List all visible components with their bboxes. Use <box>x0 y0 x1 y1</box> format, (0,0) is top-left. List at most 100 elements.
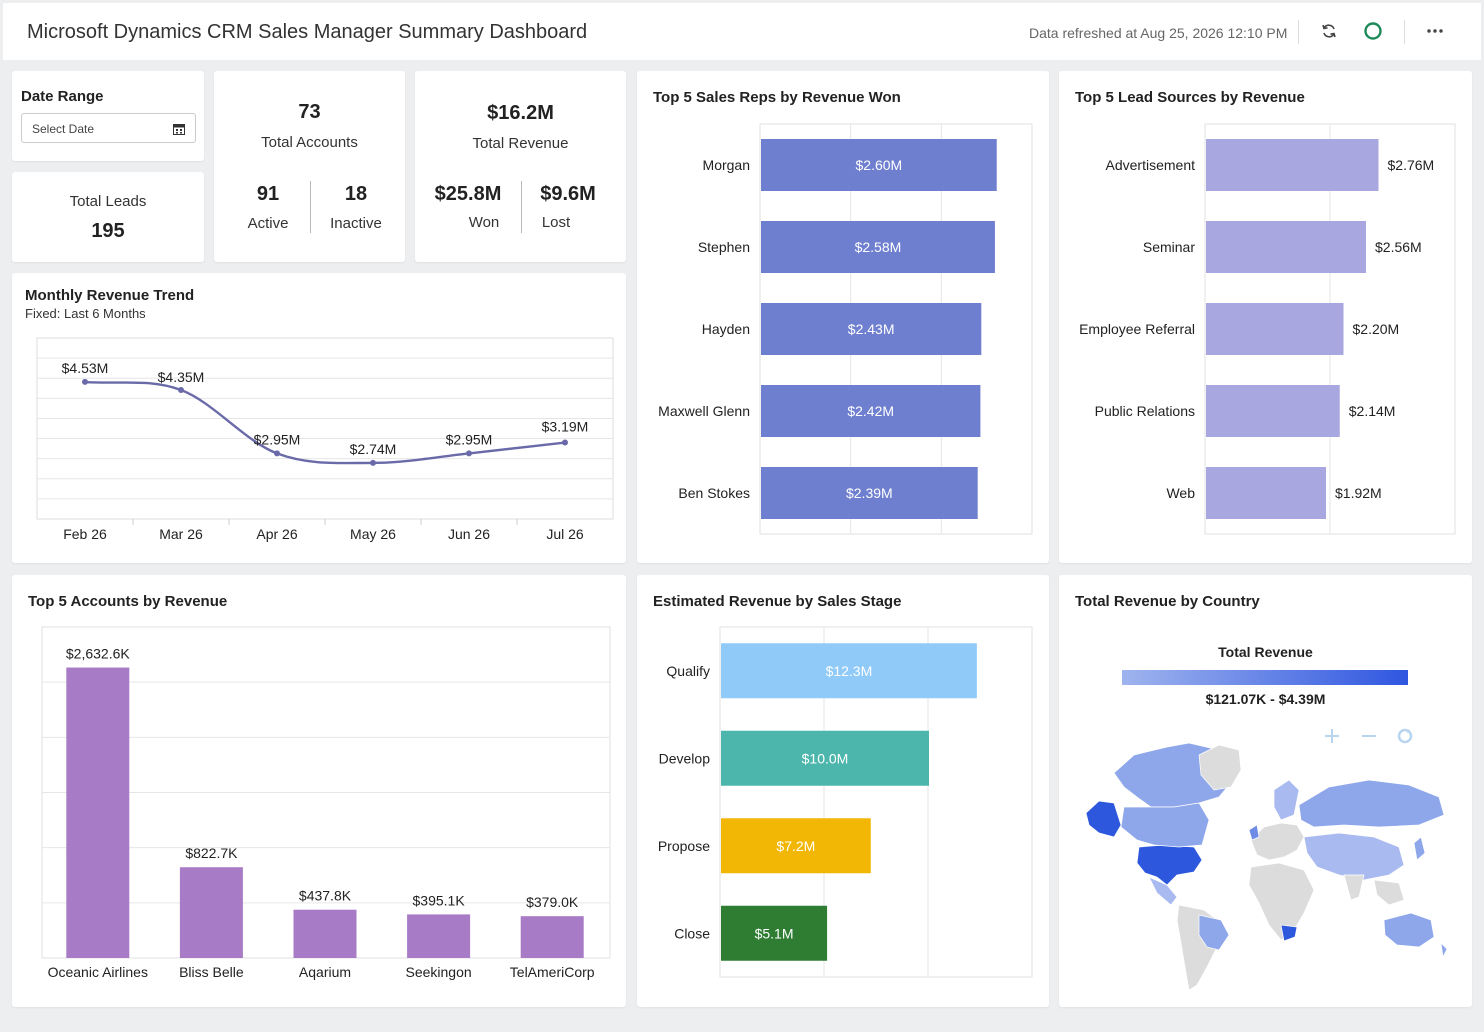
page-title: Microsoft Dynamics CRM Sales Manager Sum… <box>27 21 588 43</box>
y-tick-label: Public Relations <box>1095 403 1195 419</box>
plus-icon[interactable] <box>1323 727 1341 750</box>
data-label: $395.1K <box>413 892 466 908</box>
y-tick-label: Hayden <box>702 321 750 337</box>
trend-point <box>274 450 280 457</box>
map-country-russia <box>1298 779 1445 828</box>
total-leads-card: Total Leads 195 <box>12 172 204 262</box>
data-label: $437.8K <box>299 888 352 904</box>
chart-title: Top 5 Lead Sources by Revenue <box>1075 89 1305 106</box>
data-label: $2.58M <box>855 239 902 255</box>
total-accounts-card: 73 Total Accounts 91 Active 18 Inactive <box>214 71 405 262</box>
x-tick-label: Feb 26 <box>63 526 107 542</box>
y-tick-label: Develop <box>659 750 711 766</box>
data-label: $2.39M <box>846 485 893 501</box>
map-country-new-zealand <box>1440 942 1448 959</box>
won-revenue-label: Won <box>468 214 500 231</box>
total-leads-value: 195 <box>91 220 125 242</box>
plot-frame <box>759 123 1033 535</box>
date-range-label: Date Range <box>21 88 104 105</box>
bar <box>761 139 997 191</box>
bar <box>66 667 130 958</box>
map-legend-title: Total Revenue <box>1218 644 1313 660</box>
inactive-accounts-label: Inactive <box>330 215 382 232</box>
map-country-asia <box>1303 832 1405 881</box>
map-country-india <box>1343 874 1365 901</box>
x-tick-label: Bliss Belle <box>179 964 244 980</box>
chart-title: Top 5 Accounts by Revenue <box>28 593 228 610</box>
bar <box>761 221 995 273</box>
total-revenue-card: $16.2M Total Revenue $25.8M Won $9.6M Lo… <box>415 71 626 262</box>
sales-stage-chart: Qualify $12.3M Develop $10.0M Propose $7.2M Cl… <box>658 626 1033 978</box>
bar <box>761 467 978 519</box>
refresh-icon[interactable] <box>1315 17 1343 45</box>
data-label: $3.19M <box>542 419 589 435</box>
chart-title: Top 5 Sales Reps by Revenue Won <box>653 89 901 106</box>
date-range-input[interactable]: Select Date <box>21 113 196 143</box>
bar <box>721 818 871 874</box>
map-country-mexico <box>1148 876 1178 906</box>
bar <box>721 905 828 961</box>
y-tick-label: Qualify <box>666 663 710 679</box>
data-label: $2,632.6K <box>66 646 130 662</box>
trend-point <box>466 450 472 457</box>
data-label: $2.20M <box>1353 321 1400 337</box>
data-label: $822.7K <box>185 845 238 861</box>
y-tick-label: Web <box>1166 485 1195 501</box>
map-country-alaska <box>1085 800 1122 838</box>
map-country-scandinavia <box>1273 779 1300 821</box>
total-leads-label: Total Leads <box>69 193 147 210</box>
x-tick-label: Mar 26 <box>159 526 203 542</box>
data-label: $10.0M <box>802 750 849 766</box>
trend-line <box>84 380 566 465</box>
top-accounts-card: Top 5 Accounts by Revenue $2,632.6K Ocean… <box>12 575 626 1007</box>
divider <box>521 181 522 233</box>
chart-title: Total Revenue by Country <box>1075 593 1260 610</box>
x-tick-label: TelAmeriCorp <box>510 964 595 980</box>
map-country-usa <box>1136 844 1203 886</box>
y-tick-label: Seminar <box>1143 239 1195 255</box>
x-tick-label: Apr 26 <box>256 526 297 542</box>
calendar-icon[interactable] <box>173 122 185 140</box>
map-country-uk <box>1248 824 1260 841</box>
x-tick-label: Oceanic Airlines <box>48 964 148 980</box>
plot-frame <box>36 337 614 520</box>
y-tick-label: Ben Stokes <box>678 485 750 501</box>
status-circle-icon[interactable] <box>1359 17 1387 45</box>
y-tick-label: Close <box>674 925 710 941</box>
bar <box>761 303 982 355</box>
more-icon[interactable] <box>1421 17 1449 45</box>
data-label: $4.35M <box>158 369 205 385</box>
data-label: $2.76M <box>1388 157 1435 173</box>
total-revenue-label: Total Revenue <box>472 135 569 152</box>
divider <box>1404 20 1405 44</box>
reset-icon[interactable] <box>1396 727 1414 750</box>
bar <box>761 385 981 437</box>
data-label: $379.0K <box>526 894 579 910</box>
bar <box>721 730 929 786</box>
bar <box>1206 467 1326 519</box>
data-label: $5.1M <box>755 925 794 941</box>
world-map <box>1085 742 1448 991</box>
bar <box>293 909 357 958</box>
data-label: $2.95M <box>446 431 493 447</box>
bar <box>520 916 584 958</box>
map-country-canada-south <box>1120 802 1210 848</box>
x-tick-label: Jul 26 <box>546 526 584 542</box>
map-country-south-africa <box>1280 924 1298 942</box>
trend-point <box>178 387 184 394</box>
y-tick-label: Stephen <box>698 239 750 255</box>
data-label: $2.14M <box>1349 403 1396 419</box>
trend-point <box>562 439 568 446</box>
bar <box>721 643 977 699</box>
minus-icon[interactable] <box>1360 727 1378 750</box>
x-tick-label: Jun 26 <box>448 526 490 542</box>
sales-stage-card: Estimated Revenue by Sales Stage Qualify… <box>637 575 1049 1007</box>
map-country-japan <box>1413 836 1426 861</box>
x-tick-label: Seekingon <box>406 964 472 980</box>
divider <box>310 181 311 233</box>
monthly-trend-card: Monthly Revenue Trend Fixed: Last 6 Mont… <box>12 273 626 563</box>
top-accounts-chart: $2,632.6K Oceanic Airlines $822.7K Bliss Be… <box>41 626 611 980</box>
data-label: $7.2M <box>776 838 815 854</box>
country-map-card: Total Revenue by Country Total Revenue $… <box>1059 575 1472 1007</box>
y-tick-label: Employee Referral <box>1079 321 1195 337</box>
